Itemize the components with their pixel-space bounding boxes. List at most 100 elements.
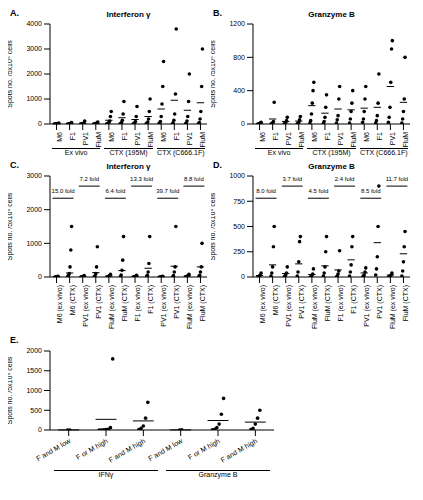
svg-text:Spots no. /5x10⁵ cells: Spots no. /5x10⁵ cells — [211, 192, 217, 260]
svg-text:M6: M6 — [56, 132, 63, 142]
svg-text:11.7 fold: 11.7 fold — [386, 176, 409, 182]
svg-text:F1: F1 — [376, 132, 383, 140]
svg-text:PV1 (ex vivo): PV1 (ex vivo) — [285, 285, 293, 327]
svg-text:FluM: FluM — [147, 132, 154, 148]
svg-text:PV1: PV1 — [186, 132, 193, 145]
svg-text:800: 800 — [233, 54, 245, 61]
svg-text:F1: F1 — [173, 132, 180, 140]
svg-text:8.8 fold: 8.8 fold — [184, 176, 204, 182]
svg-text:F1 (ex vivo): F1 (ex vivo) — [134, 285, 142, 322]
html-text:Interferon γ: Interferon γ — [106, 10, 151, 19]
svg-text:PV1 (CTX): PV1 (CTX) — [376, 285, 384, 319]
svg-text:Spots no. /5x10⁵ cells: Spots no. /5x10⁵ cells — [8, 192, 14, 260]
svg-text:F or M high: F or M high — [187, 437, 222, 462]
svg-text:8.5 fold: 8.5 fold — [361, 188, 381, 194]
html-text:C.: C. — [10, 160, 19, 170]
svg-text:FluM: FluM — [199, 132, 206, 148]
svg-text:3000: 3000 — [26, 45, 42, 52]
svg-text:FluM (ex vivo): FluM (ex vivo) — [311, 285, 319, 329]
svg-text:PV1: PV1 — [285, 132, 292, 145]
svg-text:PV1 (CTX): PV1 (CTX) — [95, 285, 103, 319]
svg-text:PV1: PV1 — [337, 132, 344, 145]
svg-text:0: 0 — [241, 273, 245, 280]
svg-text:0: 0 — [241, 120, 245, 127]
svg-text:M6: M6 — [363, 132, 370, 142]
svg-text:0: 0 — [38, 426, 42, 433]
svg-text:2000: 2000 — [26, 206, 42, 213]
svg-text:PV1 (ex vivo): PV1 (ex vivo) — [363, 285, 371, 327]
svg-text:PV1 (CTX): PV1 (CTX) — [173, 285, 181, 319]
svg-text:500: 500 — [233, 223, 245, 230]
svg-text:1500: 1500 — [26, 367, 42, 374]
svg-text:M6 (ex vivo): M6 (ex vivo) — [259, 285, 267, 323]
svg-text:PV1 (ex vivo): PV1 (ex vivo) — [82, 285, 90, 327]
svg-text:F1 (CTX): F1 (CTX) — [350, 285, 358, 314]
svg-text:M6: M6 — [108, 132, 115, 142]
svg-text:M6 (CTX): M6 (CTX) — [272, 285, 280, 315]
svg-text:1000: 1000 — [26, 240, 42, 247]
svg-text:PV1: PV1 — [82, 132, 89, 145]
svg-text:4.5 fold: 4.5 fold — [309, 188, 329, 194]
svg-text:7.2 fold: 7.2 fold — [79, 176, 99, 182]
svg-text:F1: F1 — [324, 132, 331, 140]
svg-text:FluM: FluM — [350, 132, 357, 148]
svg-text:FluM (CTX): FluM (CTX) — [402, 285, 410, 321]
svg-text:Spots no. /5x10⁵ cells: Spots no. /5x10⁵ cells — [8, 40, 14, 108]
svg-text:Spots no. /5x10⁵ cells: Spots no. /5x10⁵ cells — [8, 356, 14, 424]
svg-text:F and M low: F and M low — [35, 437, 72, 463]
svg-text:1000: 1000 — [26, 95, 42, 102]
svg-text:2.4 fold: 2.4 fold — [335, 176, 355, 182]
svg-text:PV1 (CTX): PV1 (CTX) — [298, 285, 306, 319]
svg-text:FluM: FluM — [298, 132, 305, 148]
svg-text:400: 400 — [233, 87, 245, 94]
svg-text:PV1: PV1 — [134, 132, 141, 145]
svg-text:PV1 (ex vivo): PV1 (ex vivo) — [160, 285, 168, 327]
html-text:B.: B. — [213, 8, 222, 18]
svg-text:F1 (CTX): F1 (CTX) — [147, 285, 155, 314]
svg-text:F1: F1 — [272, 132, 279, 140]
svg-text:FluM (CTX): FluM (CTX) — [199, 285, 207, 321]
svg-text:PV1: PV1 — [389, 132, 396, 145]
svg-text:1000: 1000 — [229, 172, 245, 179]
svg-text:2000: 2000 — [26, 70, 42, 77]
svg-text:F1 (ex vivo): F1 (ex vivo) — [337, 285, 345, 322]
svg-text:F and M low: F and M low — [147, 437, 184, 463]
svg-text:FluM (CTX): FluM (CTX) — [121, 285, 129, 321]
svg-text:M6: M6 — [259, 132, 266, 142]
html-text:Granzyme B: Granzyme B — [308, 10, 355, 19]
svg-text:1200: 1200 — [229, 20, 245, 27]
svg-text:F and M high: F and M high — [219, 437, 258, 464]
svg-text:39.7 fold: 39.7 fold — [156, 188, 179, 194]
svg-text:750: 750 — [233, 198, 245, 205]
svg-text:2000: 2000 — [26, 347, 42, 354]
svg-text:F1: F1 — [69, 132, 76, 140]
svg-text:FluM (ex vivo): FluM (ex vivo) — [389, 285, 397, 329]
svg-text:3.7 fold: 3.7 fold — [282, 176, 302, 182]
html-text:Interferon γ: Interferon γ — [106, 162, 151, 171]
svg-text:250: 250 — [233, 248, 245, 255]
svg-text:4000: 4000 — [26, 20, 42, 27]
svg-text:FluM (ex vivo): FluM (ex vivo) — [108, 285, 116, 329]
svg-text:FluM (ex vivo): FluM (ex vivo) — [186, 285, 194, 329]
svg-text:F and M high: F and M high — [107, 437, 146, 464]
svg-text:F1: F1 — [121, 132, 128, 140]
svg-text:8.0 fold: 8.0 fold — [256, 188, 276, 194]
svg-text:FluM: FluM — [95, 132, 102, 148]
svg-text:FluM (CTX): FluM (CTX) — [324, 285, 332, 321]
svg-text:M6 (ex vivo): M6 (ex vivo) — [56, 285, 64, 323]
html-text:A.: A. — [10, 8, 19, 18]
svg-text:M6: M6 — [311, 132, 318, 142]
svg-text:15.0 fold: 15.0 fold — [52, 188, 75, 194]
svg-text:FluM: FluM — [402, 132, 409, 148]
svg-text:0: 0 — [38, 120, 42, 127]
svg-text:3000: 3000 — [26, 172, 42, 179]
svg-text:Spots no. /5x10⁵ cells: Spots no. /5x10⁵ cells — [211, 40, 217, 108]
svg-text:M6 (CTX): M6 (CTX) — [69, 285, 77, 315]
svg-text:F or M high: F or M high — [75, 437, 110, 462]
svg-text:13.3 fold: 13.3 fold — [130, 176, 153, 182]
svg-text:M6: M6 — [160, 132, 167, 142]
svg-text:1000: 1000 — [26, 387, 42, 394]
svg-text:6.4 fold: 6.4 fold — [106, 188, 126, 194]
svg-text:0: 0 — [38, 273, 42, 280]
svg-text:500: 500 — [30, 407, 42, 414]
